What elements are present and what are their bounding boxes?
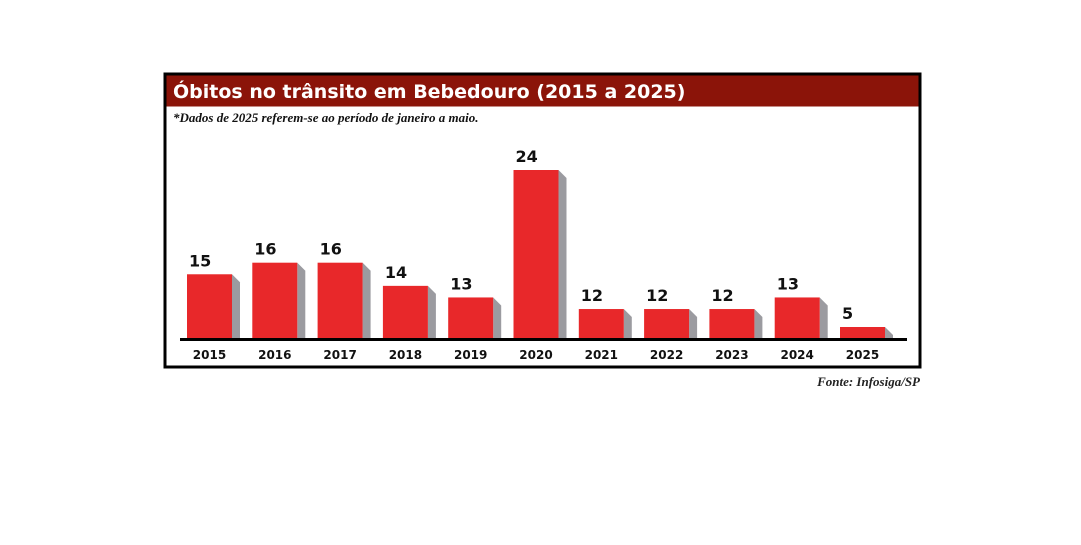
x-tick-label: 2023 [715, 348, 748, 362]
bar-shadow [427, 285, 436, 338]
data-label: 15 [189, 251, 211, 270]
bar-shadow [232, 274, 240, 338]
bar-shadow [493, 297, 502, 338]
x-tick-label: 2018 [389, 348, 422, 362]
bar-shadow [885, 327, 893, 338]
x-tick-label: 2017 [323, 348, 356, 362]
bar-2022 [644, 309, 690, 338]
data-label: 12 [711, 286, 733, 305]
title-bar [166, 75, 919, 107]
data-label: 14 [385, 263, 407, 282]
data-label: 13 [777, 274, 799, 293]
bar-2023 [709, 309, 755, 338]
bar-2020 [513, 170, 559, 338]
data-label: 12 [646, 286, 668, 305]
bar-2021 [578, 309, 624, 338]
source-note: Fonte: Infosiga/SP [816, 374, 921, 389]
bar-shadow [819, 297, 828, 338]
bar-2019 [448, 297, 494, 338]
x-tick-label: 2015 [193, 348, 226, 362]
bar-2015 [187, 274, 232, 338]
bar-2024 [774, 297, 820, 338]
bar-shadow [362, 262, 371, 338]
bar-shadow [623, 309, 632, 338]
x-tick-label: 2025 [846, 348, 879, 362]
x-tick-label: 2016 [258, 348, 291, 362]
data-label: 24 [516, 147, 538, 166]
x-tick-label: 2022 [650, 348, 683, 362]
bar-shadow [558, 170, 567, 338]
data-label: 13 [450, 274, 472, 293]
bar-shadow [689, 309, 698, 338]
bar-shadow [297, 262, 306, 338]
x-tick-label: 2021 [585, 348, 618, 362]
data-label: 12 [581, 286, 603, 305]
bar-shadow [754, 309, 763, 338]
bar-2017 [317, 262, 363, 338]
data-label: 16 [320, 240, 342, 259]
bar-2018 [382, 285, 428, 338]
x-tick-label: 2020 [519, 348, 552, 362]
data-label: 16 [254, 240, 276, 259]
chart-title: Óbitos no trânsito em Bebedouro (2015 a … [173, 79, 685, 103]
x-axis-line [180, 338, 907, 341]
x-tick-label: 2019 [454, 348, 487, 362]
bar-2025 [840, 327, 885, 338]
bar-2016 [252, 262, 298, 338]
x-tick-label: 2024 [780, 348, 813, 362]
data-label: 5 [842, 304, 853, 323]
chart-subtitle: *Dados de 2025 referem-se ao período de … [173, 110, 478, 125]
